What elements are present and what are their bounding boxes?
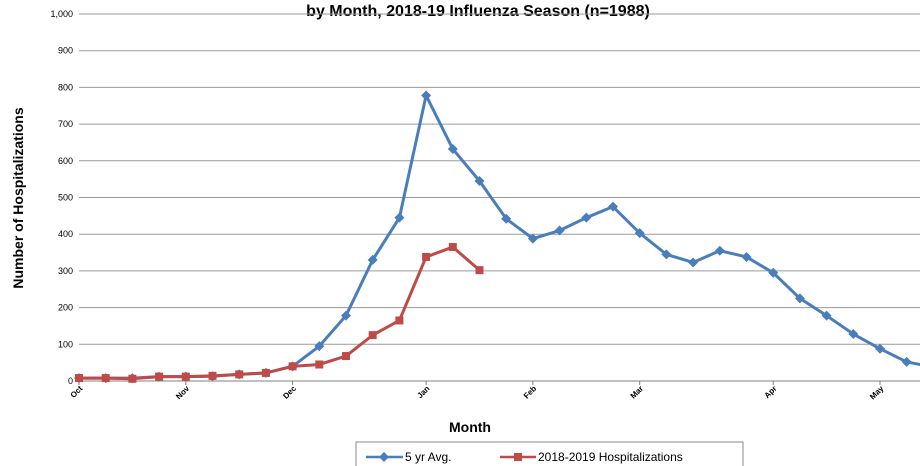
y-tick-label: 300	[58, 266, 73, 276]
y-tick-label: 700	[58, 119, 73, 129]
legend: 5 yr Avg. 2018-2019 Hospitalizations	[356, 442, 743, 466]
data-point-5yr-avg	[581, 213, 591, 223]
x-tick-label: Mar	[629, 384, 645, 400]
legend-label-5yr-avg: 5 yr Avg.	[405, 450, 451, 464]
x-tick-label: Jan	[415, 384, 431, 400]
data-point-2018-2019	[155, 373, 163, 381]
y-tick-label: 900	[58, 46, 73, 56]
y-tick-label: 100	[58, 339, 73, 349]
data-point-5yr-avg	[421, 90, 431, 100]
legend-label-2018-2019: 2018-2019 Hospitalizations	[538, 450, 683, 464]
data-point-2018-2019	[395, 316, 403, 324]
data-point-2018-2019	[369, 331, 377, 339]
data-point-2018-2019	[422, 253, 430, 261]
data-point-2018-2019	[128, 375, 136, 383]
data-point-2018-2019	[262, 369, 270, 377]
y-tick-label: 1,000	[50, 9, 73, 19]
data-point-2018-2019	[209, 372, 217, 380]
x-tick-labels: Oct Nov Dec Jan Feb Mar Apr May	[69, 384, 886, 402]
x-axis-label: Month	[449, 419, 491, 435]
x-tick-label: Nov	[174, 384, 191, 401]
y-tick-label: 800	[58, 82, 73, 92]
series-line-2018-2019	[79, 247, 480, 379]
gridlines	[79, 14, 920, 385]
legend-marker-2018-2019	[514, 453, 522, 461]
data-point-5yr-avg	[688, 257, 698, 267]
chart-title: by Month, 2018-19 Influenza Season (n=19…	[306, 3, 650, 20]
y-tick-label: 600	[58, 156, 73, 166]
x-tick-label: Oct	[69, 384, 85, 400]
y-tick-label: 500	[58, 193, 73, 203]
data-point-5yr-avg	[715, 246, 725, 256]
data-point-2018-2019	[289, 362, 297, 370]
y-tick-label: 400	[58, 229, 73, 239]
data-point-2018-2019	[102, 374, 110, 382]
series-layer	[74, 90, 920, 383]
data-point-2018-2019	[476, 266, 484, 274]
x-tick-label: Feb	[522, 384, 539, 401]
data-point-2018-2019	[235, 370, 243, 378]
y-tick-labels: 0 100 200 300 400 500 600 700 800 900 1,000	[50, 9, 73, 386]
x-tick-label: Dec	[281, 384, 298, 401]
y-axis-label: Number of Hospitalizations	[10, 107, 26, 288]
series-line-5yr-avg	[79, 95, 920, 378]
x-tick-label: Apr	[763, 384, 779, 400]
y-tick-label: 200	[58, 303, 73, 313]
data-point-2018-2019	[449, 243, 457, 251]
data-point-2018-2019	[75, 374, 83, 382]
x-tick-label: May	[868, 384, 886, 402]
y-tick-label: 0	[68, 376, 73, 386]
data-point-5yr-avg	[902, 357, 912, 367]
data-point-2018-2019	[315, 360, 323, 368]
data-point-2018-2019	[342, 352, 350, 360]
data-point-2018-2019	[182, 373, 190, 381]
